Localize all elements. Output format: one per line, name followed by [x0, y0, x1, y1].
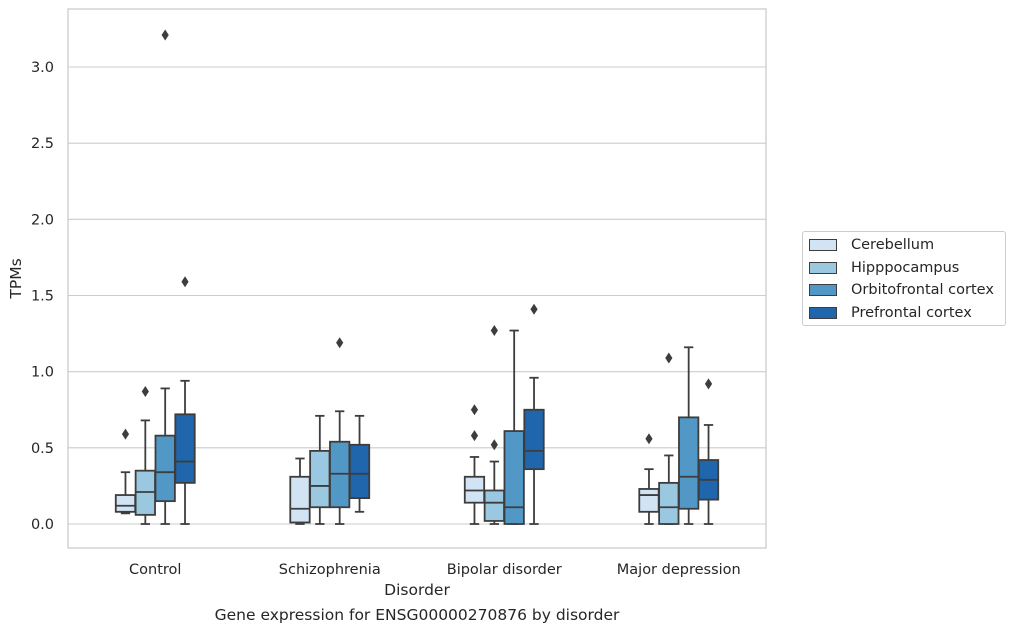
box [523, 408, 545, 471]
x-axis-label: Disorder [384, 581, 450, 599]
series-orbitofrontal-cortex [154, 29, 700, 525]
box-series [114, 29, 720, 525]
y-tick-label: 1.0 [31, 365, 54, 381]
series-hipppocampus [134, 325, 680, 525]
y-axis-label: TPMs [7, 258, 25, 299]
outlier-point [490, 325, 498, 337]
legend-swatch-hippocampus [809, 262, 837, 274]
box [154, 434, 176, 503]
outlier-point [530, 303, 538, 315]
y-tick-label: 1.5 [31, 289, 54, 305]
legend-label-hippocampus: Hipppocampus [851, 260, 960, 276]
legend-label-prefrontal-cortex: Prefrontal cortex [851, 305, 972, 321]
outlier-point [141, 385, 149, 397]
legend-item-orbitofrontal-cortex: Orbitofrontal cortex [809, 280, 994, 300]
outlier-point [645, 433, 653, 445]
legend-swatch-prefrontal-cortex [809, 307, 837, 319]
outlier-point [665, 352, 673, 364]
outlier-point [470, 430, 479, 442]
box [348, 443, 371, 500]
box [174, 413, 196, 484]
box [503, 430, 525, 525]
legend-label-cerebellum: Cerebellum [851, 237, 935, 253]
series-prefrontal-cortex [174, 276, 720, 525]
outlier-point [121, 428, 130, 440]
figure-caption: Gene expression for ENSG00000270876 by d… [214, 606, 620, 624]
outlier-point [470, 404, 479, 416]
box [309, 449, 331, 509]
outlier-point [161, 29, 169, 41]
legend-item-hippocampus: Hipppocampus [809, 258, 959, 278]
y-tick-label: 0.5 [31, 441, 54, 457]
box [638, 488, 660, 513]
legend-swatch-orbitofrontal-cortex [809, 284, 837, 296]
outlier-point [181, 276, 189, 288]
box [658, 481, 680, 525]
legend-item-cerebellum: Cerebellum [809, 235, 934, 255]
y-tick-label: 2.0 [31, 212, 54, 228]
outlier-point [336, 337, 344, 349]
y-tick-label: 2.5 [31, 136, 54, 152]
box [114, 494, 137, 513]
x-tick-label: Bipolar disorder [447, 562, 562, 578]
legend: Cerebellum Hipppocampus Orbitofrontal co… [802, 231, 1006, 326]
y-axis-ticks: 0.0 0.5 1.0 1.5 2.0 2.5 3.0 [31, 60, 54, 533]
legend-swatch-cerebellum [809, 239, 837, 251]
box [483, 489, 505, 522]
outlier-point [490, 439, 498, 451]
x-axis-ticks: Control Schizophrenia Bipolar disorder Majo… [129, 562, 741, 578]
legend-item-prefrontal-cortex: Prefrontal cortex [809, 303, 972, 323]
x-tick-label: Control [129, 562, 181, 578]
series-cerebellum [114, 404, 660, 525]
box [289, 475, 311, 524]
box [678, 416, 700, 510]
y-tick-label: 0.0 [31, 517, 54, 533]
plot-area-frame [67, 8, 767, 549]
legend-label-orbitofrontal-cortex: Orbitofrontal cortex [851, 282, 994, 298]
outlier-point [704, 378, 713, 390]
y-tick-label: 3.0 [31, 60, 54, 76]
x-tick-label: Major depression [617, 562, 741, 578]
x-tick-label: Schizophrenia [279, 562, 381, 578]
